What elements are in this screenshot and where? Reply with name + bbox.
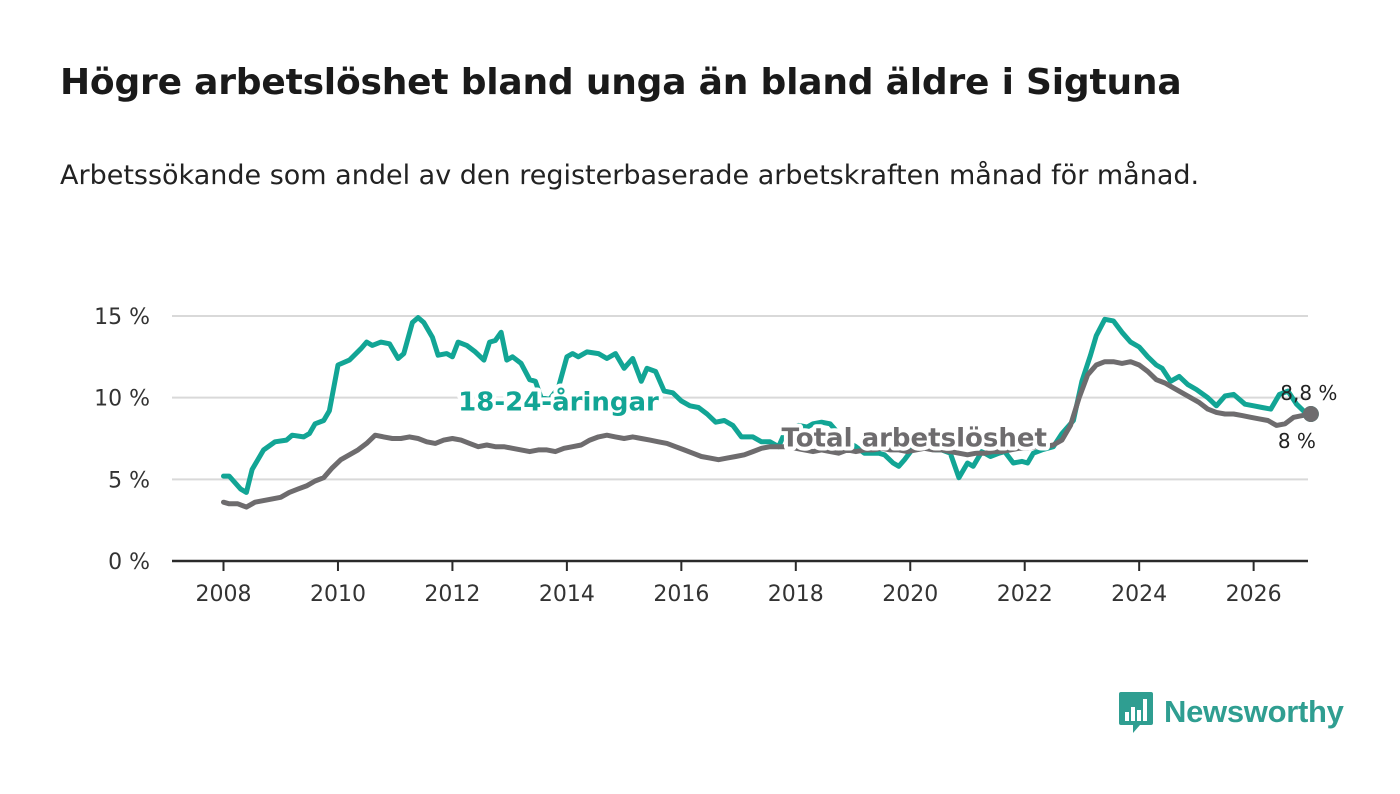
x-tick-label: 2022 <box>997 582 1053 607</box>
x-tick-label: 2018 <box>768 582 824 607</box>
y-axis: 0 % 5 % 10 % 15 % <box>94 305 150 575</box>
series-labels: 18-24-åringar Total arbetslöshet 8,8 % 8 % <box>454 381 1337 458</box>
y-tick-label: 0 % <box>108 550 150 575</box>
x-tick-label: 2012 <box>424 582 480 607</box>
x-tick-label: 2026 <box>1226 582 1282 607</box>
x-tick-label: 2008 <box>196 582 252 607</box>
x-tick-label: 2020 <box>882 582 938 607</box>
series-line-0 <box>221 315 1314 495</box>
end-label-total: 8,8 % <box>1280 381 1337 405</box>
series-line-1 <box>221 359 1314 510</box>
x-tick-label: 2010 <box>310 582 366 607</box>
y-tick-label: 5 % <box>108 468 150 493</box>
end-point-1 <box>1302 406 1319 422</box>
brand-name: Newsworthy <box>1164 694 1344 729</box>
series-lines <box>221 315 1319 510</box>
x-tick-label: 2014 <box>539 582 595 607</box>
grid-lines <box>172 315 1308 481</box>
x-axis: 2008 2010 2012 2014 2016 2018 2020 2022 2024 2026 <box>172 559 1308 607</box>
chart-title: Högre arbetslöshet bland unga än bland ä… <box>60 62 1182 103</box>
end-label-youth: 8 % <box>1278 429 1316 453</box>
x-tick-label: 2024 <box>1111 582 1167 607</box>
chart-subtitle: Arbetssökande som andel av den registerb… <box>60 160 1200 191</box>
series-label-youth: 18-24-åringar <box>458 386 659 418</box>
y-tick-label: 15 % <box>94 305 150 330</box>
x-tick-label: 2016 <box>653 582 709 607</box>
bar-chart-speech-bubble-icon <box>1119 692 1153 733</box>
series-label-total: Total arbetslöshet <box>781 424 1046 454</box>
y-tick-label: 10 % <box>94 387 150 412</box>
newsworthy-logo: Newsworthy <box>1118 690 1344 734</box>
